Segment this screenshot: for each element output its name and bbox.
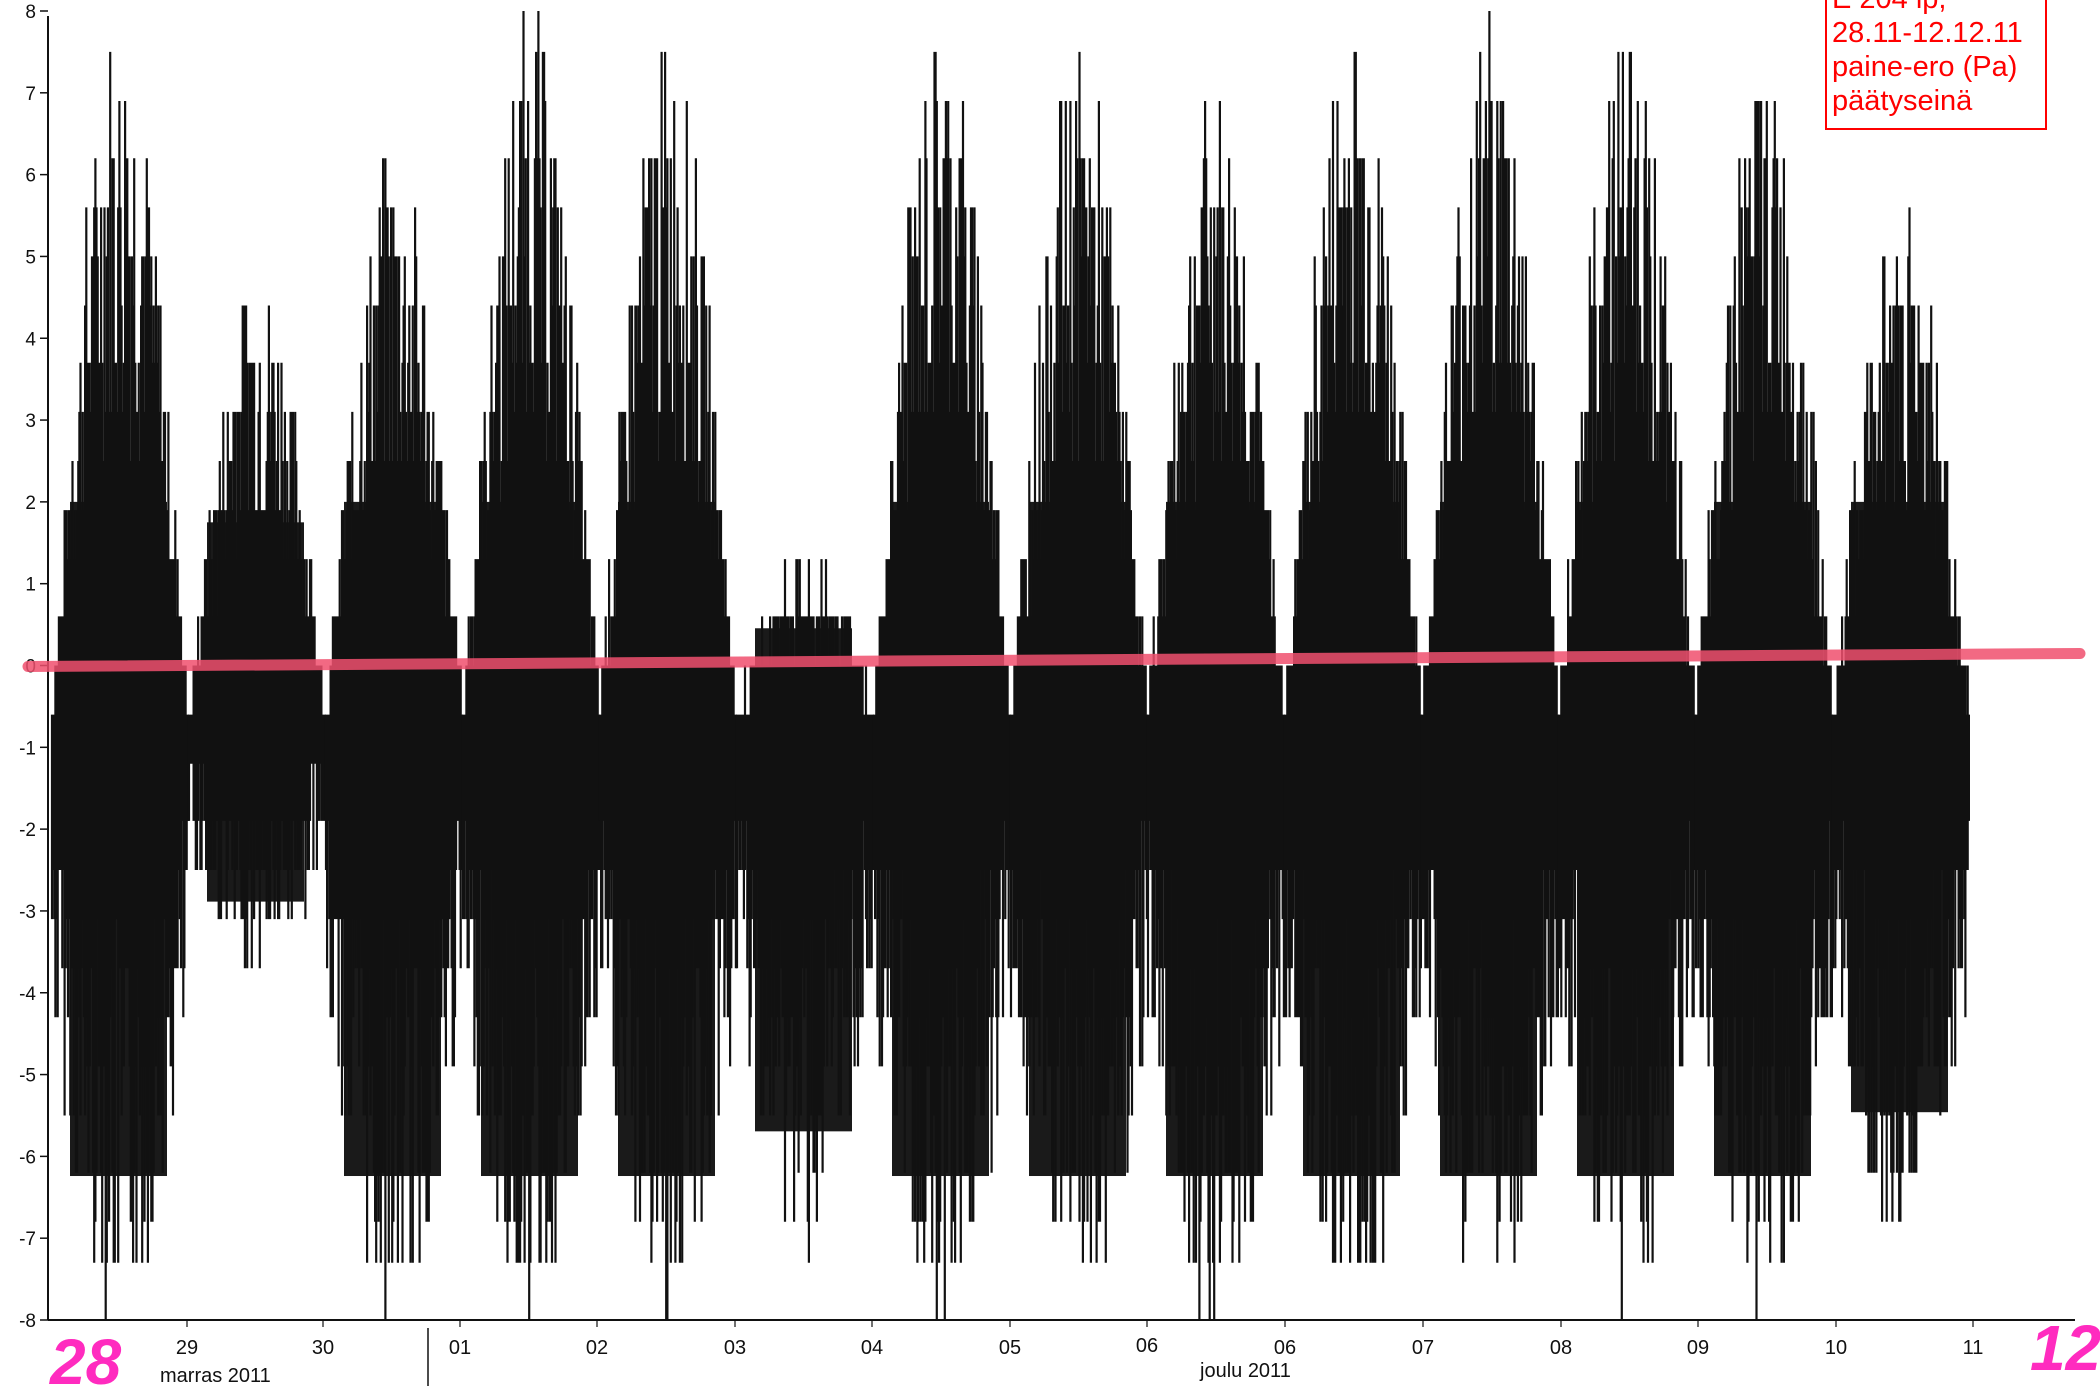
zero-reference-line — [22, 648, 2086, 672]
x-tick-label: 10 — [1825, 1337, 1847, 1359]
y-tick-label: -1 — [19, 738, 36, 759]
y-ticks: 876543210-1-2-3-4-5-6-7-8 — [19, 2, 48, 1332]
day-trace-28 — [50, 51, 189, 1320]
y-tick-label: -8 — [19, 1311, 36, 1332]
day-trace-07 — [1283, 51, 1422, 1263]
month-label-marras: marras 2011 — [160, 1365, 271, 1387]
y-tick-label: -6 — [19, 1147, 36, 1168]
day-trace-06 — [1146, 101, 1285, 1320]
y-tick-label: -2 — [19, 820, 36, 841]
month-labels: marras 2011 joulu 2011 — [160, 1360, 1291, 1387]
annotation-line-2: 28.11-12.12.11 — [1832, 17, 2023, 49]
day-trace-04 — [872, 51, 1011, 1320]
x-tick-label: 02 — [586, 1337, 608, 1359]
y-tick-label: 6 — [25, 166, 36, 187]
reference-line-zero — [22, 648, 2086, 672]
day-trace-30 — [324, 158, 463, 1320]
day-trace-11 — [1831, 207, 1970, 1222]
day-spikes — [1831, 207, 1970, 1222]
x-tick-label: 29 — [176, 1337, 198, 1359]
x-ticks: 29 30 01 02 03 04 05 06 06 07 08 09 10 11 — [176, 1320, 1984, 1359]
x-tick-label: 09 — [1687, 1337, 1709, 1359]
day-trace-10 — [1694, 101, 1833, 1320]
day-trace-02 — [598, 51, 737, 1320]
handwritten-start-date: 28 — [49, 1326, 122, 1388]
y-tick-label: -4 — [19, 984, 36, 1005]
day-spikes — [598, 51, 737, 1320]
day-spikes — [1694, 101, 1833, 1320]
x-tick-label: 30 — [312, 1337, 334, 1359]
y-tick-label: 2 — [25, 493, 36, 514]
x-tick-label: 08 — [1550, 1337, 1572, 1359]
y-tick-label: 8 — [25, 2, 36, 23]
day-spikes — [1420, 11, 1559, 1263]
y-tick-label: -3 — [19, 902, 36, 923]
y-tick-label: 5 — [25, 247, 36, 268]
x-tick-label: 03 — [724, 1337, 746, 1359]
day-spikes — [324, 158, 463, 1320]
y-tick-label: -5 — [19, 1066, 36, 1087]
data-series — [50, 11, 1970, 1320]
annotation-line-3: paine-ero (Pa) — [1832, 51, 2018, 83]
handwritten-marks: 28 12 — [49, 1312, 2100, 1388]
y-tick-label: 1 — [25, 575, 36, 596]
day-spikes — [872, 51, 1011, 1320]
x-tick-label: 11 — [1963, 1337, 1984, 1359]
month-label-joulu: joulu 2011 — [1199, 1360, 1291, 1382]
y-tick-label: 3 — [25, 411, 36, 432]
day-spikes — [735, 559, 874, 1263]
handwritten-end-date: 12 — [2030, 1312, 2100, 1384]
y-tick-label: 4 — [25, 329, 36, 350]
day-trace-03 — [735, 559, 874, 1263]
day-trace-05 — [1009, 51, 1148, 1263]
day-trace-08 — [1420, 11, 1559, 1263]
x-tick-label: 06 — [1274, 1337, 1296, 1359]
day-trace-29 — [187, 305, 326, 969]
x-tick-label: 06 — [1136, 1335, 1158, 1357]
x-tick-label: 07 — [1412, 1337, 1434, 1359]
y-tick-label: -7 — [19, 1229, 36, 1250]
x-tick-label: 01 — [449, 1337, 471, 1359]
x-tick-label: 05 — [999, 1337, 1021, 1359]
chart-annotation-box: E 204 lp, 28.11-12.12.11 paine-ero (Pa) … — [1825, 0, 2047, 130]
y-tick-label: 7 — [25, 84, 36, 105]
annotation-line-1: E 204 lp, — [1832, 0, 2045, 16]
annotation-line-4: päätyseinä — [1832, 85, 1973, 117]
x-tick-label: 04 — [861, 1337, 883, 1359]
day-spikes — [1283, 51, 1422, 1263]
